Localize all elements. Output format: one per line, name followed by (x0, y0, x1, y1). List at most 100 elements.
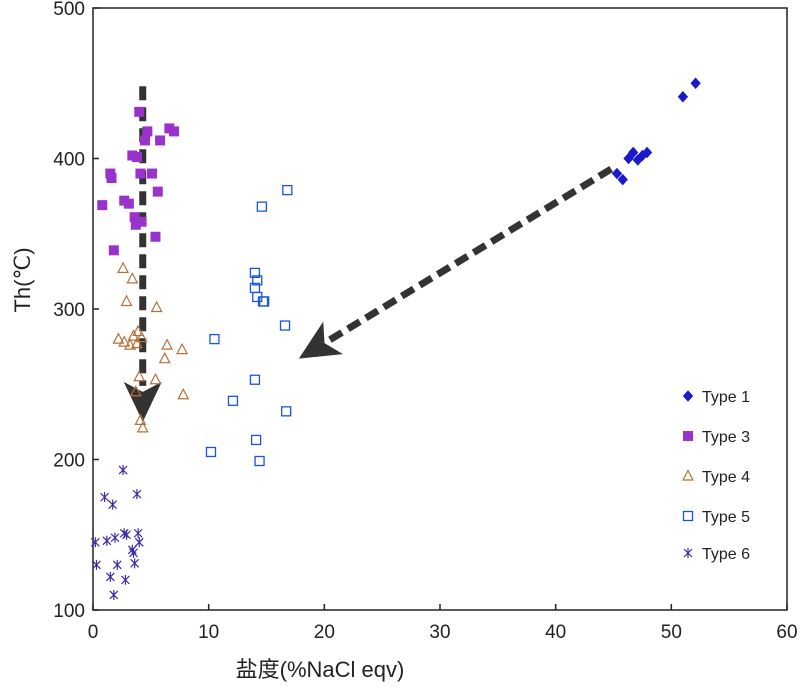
data-point (135, 168, 146, 179)
x-tick-label: 50 (661, 622, 682, 643)
legend: Type 1 Type 3 Type 4 Type 5 Type 6 (682, 389, 750, 563)
data-point (617, 173, 628, 186)
data-point (130, 558, 140, 569)
data-point (100, 492, 109, 503)
data-point (158, 351, 171, 364)
data-point (279, 320, 291, 331)
annotation-arrows (123, 86, 614, 422)
data-point (250, 434, 262, 446)
data-point (150, 300, 163, 313)
series-type-5 (205, 184, 293, 467)
y-axis-title: Th(℃) (10, 247, 35, 312)
series-type-1 (611, 77, 701, 186)
data-point (134, 106, 145, 117)
data-point (92, 559, 101, 570)
data-point (254, 455, 265, 467)
data-point (130, 336, 143, 349)
data-point (124, 338, 137, 350)
data-point (205, 446, 217, 458)
data-point (282, 184, 293, 196)
legend-entry: Type 6 (683, 546, 750, 563)
data-point (123, 198, 134, 209)
data-point (150, 231, 161, 242)
data-point (168, 126, 179, 137)
data-point (108, 499, 118, 510)
data-point (677, 91, 689, 103)
data-point (90, 537, 100, 548)
legend-label: Type 3 (702, 429, 750, 446)
y-tick-label: 500 (53, 0, 85, 20)
data-point (126, 272, 139, 284)
data-point (227, 395, 239, 406)
data-point (252, 275, 263, 286)
data-point (690, 77, 701, 89)
data-point (623, 152, 634, 165)
data-point (130, 219, 141, 230)
legend-marker (683, 431, 693, 441)
legend-marker (682, 469, 694, 481)
data-point (176, 342, 189, 355)
data-point (131, 151, 142, 162)
data-point (611, 167, 623, 180)
x-axis-title: 盐度(%NaCl eqv) (236, 657, 405, 682)
data-point (102, 535, 112, 546)
data-point (110, 532, 120, 543)
data-point (177, 387, 190, 400)
legend-label: Type 6 (702, 546, 750, 563)
data-point (136, 216, 147, 227)
x-tick-label: 60 (776, 622, 797, 643)
data-point (120, 294, 133, 307)
data-points (90, 77, 701, 600)
series-type-6 (90, 465, 144, 600)
legend-marker (682, 510, 694, 522)
data-point (132, 489, 142, 500)
data-point (152, 186, 163, 197)
data-point (155, 135, 166, 146)
trend-arrow (298, 166, 614, 359)
legend-label: Type 4 (702, 469, 750, 486)
series-type-4 (112, 261, 190, 433)
data-point (256, 201, 268, 212)
data-point (209, 333, 220, 345)
data-point (134, 537, 144, 548)
legend-entry: Type 3 (683, 429, 750, 446)
data-point (627, 146, 639, 159)
data-point (133, 528, 143, 539)
data-point (142, 126, 153, 137)
data-point (112, 559, 122, 570)
legend-label: Type 1 (702, 389, 750, 406)
data-point (108, 245, 119, 256)
x-tick-label: 20 (314, 622, 335, 643)
data-point (105, 571, 115, 582)
data-point (106, 173, 117, 184)
legend-marker (683, 548, 693, 558)
x-tick-label: 30 (429, 622, 450, 643)
data-point (109, 589, 119, 600)
y-tick-label: 300 (53, 300, 85, 321)
x-tick-label: 40 (545, 622, 566, 643)
data-point (112, 332, 125, 344)
data-point (122, 529, 131, 540)
legend-entry: Type 5 (682, 509, 750, 526)
data-point (136, 421, 149, 433)
data-point (97, 200, 108, 211)
data-point (161, 338, 174, 350)
axis-tick-labels: 0 10 20 30 40 50 60 100 200 300 400 500 (53, 0, 797, 643)
data-point (129, 212, 140, 223)
series-type-3 (97, 106, 179, 256)
data-point (149, 372, 162, 385)
data-point (259, 296, 270, 307)
legend-entry: Type 1 (682, 389, 750, 406)
data-point (249, 374, 261, 385)
data-point (120, 574, 130, 585)
x-tick-label: 0 (88, 622, 99, 643)
data-point (133, 369, 146, 382)
legend-entry: Type 4 (682, 469, 750, 486)
data-point (135, 330, 148, 343)
data-point (140, 135, 151, 146)
data-point (118, 335, 131, 347)
data-point (117, 261, 130, 273)
y-tick-label: 100 (53, 601, 85, 622)
data-point (641, 146, 653, 159)
